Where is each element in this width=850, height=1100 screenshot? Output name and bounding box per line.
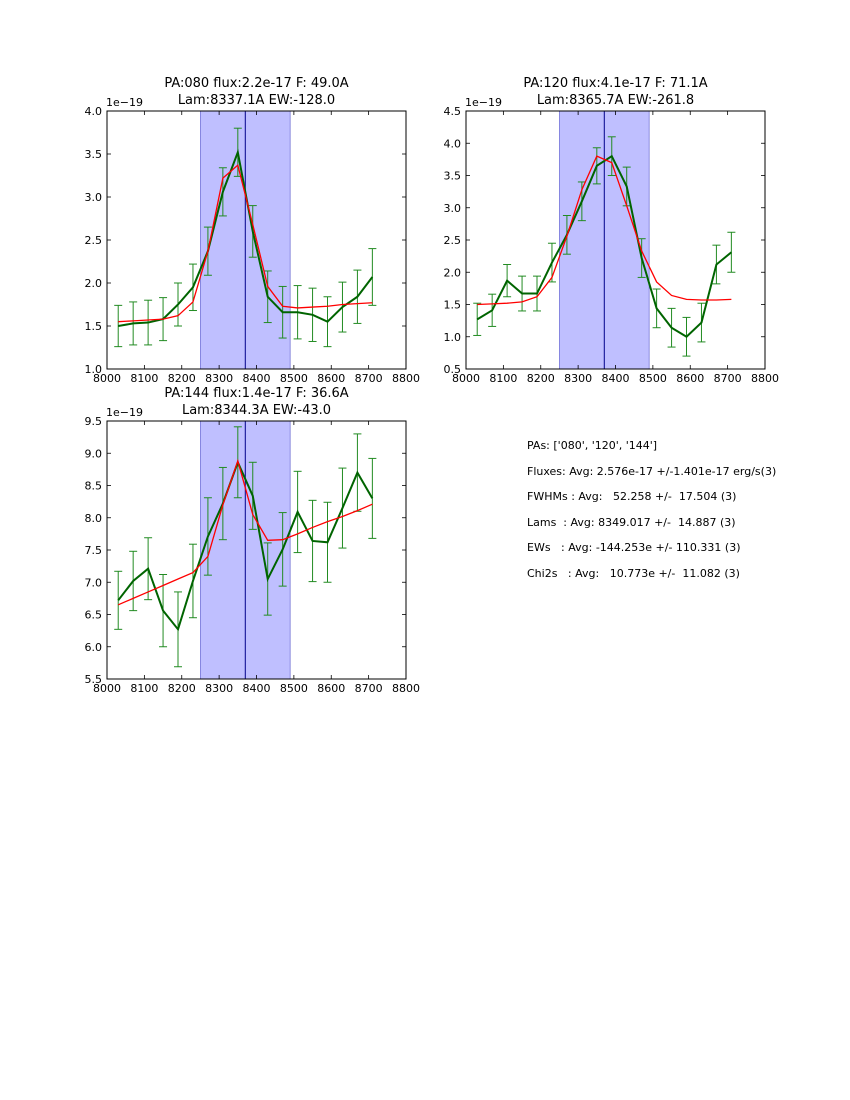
- x-tick-label: 8300: [205, 682, 233, 695]
- x-tick-label: 8600: [317, 682, 345, 695]
- x-tick-label: 8400: [602, 372, 630, 385]
- y-tick-label: 3.5: [85, 148, 103, 161]
- x-tick-label: 8200: [168, 372, 196, 385]
- y-tick-label: 7.5: [85, 544, 103, 557]
- summary-fluxes: Fluxes: Avg: 2.576e-17 +/-1.401e-17 erg/…: [527, 464, 777, 478]
- x-tick-label: 8700: [355, 372, 383, 385]
- x-tick-label: 8600: [676, 372, 704, 385]
- chart-title-line2: Lam:8337.1A EW:-128.0: [178, 93, 335, 108]
- summary-panel: PAs: ['080', '120', '144'] Fluxes: Avg: …: [527, 433, 776, 587]
- x-tick-label: 8800: [751, 372, 779, 385]
- chart-title-line2: Lam:8365.7A EW:-261.8: [537, 93, 694, 108]
- x-tick-label: 8300: [564, 372, 592, 385]
- x-tick-label: 8100: [130, 372, 158, 385]
- summary-pas: PAs: ['080', '120', '144']: [527, 439, 658, 452]
- x-tick-label: 8200: [168, 682, 196, 695]
- data-series-line: [476, 154, 732, 339]
- y-tick-label: 1.0: [85, 363, 103, 376]
- y-tick-label: 3.0: [444, 202, 462, 215]
- y-tick-label: 2.0: [85, 277, 103, 290]
- y-tick-label: 1.5: [444, 299, 462, 312]
- y-tick-label: 6.5: [85, 609, 103, 622]
- data-series-line: [117, 459, 374, 632]
- x-tick-label: 8400: [243, 682, 271, 695]
- x-tick-label: 8100: [489, 372, 517, 385]
- y-tick-label: 8.0: [85, 512, 103, 525]
- x-tick-label: 8700: [714, 372, 742, 385]
- y-offset-label: 1e−19: [106, 96, 143, 109]
- fit-series-line: [477, 155, 732, 306]
- x-tick-label: 8500: [639, 372, 667, 385]
- y-tick-label: 3.5: [444, 170, 462, 183]
- x-tick-label: 8500: [280, 682, 308, 695]
- chart-title-line1: PA:120 flux:4.1e-17 F: 71.1A: [523, 76, 707, 91]
- y-tick-label: 0.5: [444, 363, 462, 376]
- y-tick-label: 1.5: [85, 320, 103, 333]
- y-tick-label: 6.0: [85, 641, 103, 654]
- x-tick-label: 8300: [205, 372, 233, 385]
- chart-title-line1: PA:144 flux:1.4e-17 F: 36.6A: [164, 386, 348, 401]
- y-tick-label: 2.5: [444, 234, 462, 247]
- x-tick-label: 8400: [243, 372, 271, 385]
- fit-series-line: [117, 458, 373, 606]
- chart-panel-3: 8000 8100 8200 8300 8400 8500 8600 8700 8800 5.5 6…: [85, 386, 421, 695]
- x-tick-label: 8700: [355, 682, 383, 695]
- chart-panel-2: 8000 8100 8200 8300 8400 8500 8600 8700 8800 0.5 1…: [444, 76, 780, 385]
- chart-panel-1: 8000 8100 8200 8300 8400 8500 8600 8700 8800 1.0 1…: [85, 76, 421, 385]
- x-tick-label: 8200: [527, 372, 555, 385]
- y-tick-label: 1.0: [444, 331, 462, 344]
- y-tick-label: 4.5: [444, 105, 462, 118]
- y-tick-label: 9.5: [85, 415, 103, 428]
- y-tick-label: 2.0: [444, 266, 462, 279]
- summary-fwhms: FWHMs : Avg: 52.258 +/- 17.504 (3): [527, 490, 737, 504]
- y-offset-label: 1e−19: [465, 96, 502, 109]
- x-tick-label: 8000: [93, 372, 121, 385]
- x-tick-label: 8100: [130, 682, 158, 695]
- y-tick-label: 8.5: [85, 480, 103, 493]
- y-tick-label: 2.5: [85, 234, 103, 247]
- x-tick-label: 8600: [317, 372, 345, 385]
- summary-ews: EWs : Avg: -144.253e +/- 110.331 (3): [527, 541, 741, 555]
- x-tick-label: 8500: [280, 372, 308, 385]
- y-tick-label: 4.0: [444, 137, 462, 150]
- y-tick-label: 4.0: [85, 105, 103, 118]
- y-tick-label: 9.0: [85, 447, 103, 460]
- y-offset-label: 1e−19: [106, 406, 143, 419]
- chart-title-line2: Lam:8344.3A EW:-43.0: [182, 403, 331, 418]
- y-tick-label: 5.5: [85, 673, 103, 686]
- x-tick-label: 8000: [93, 682, 121, 695]
- chart-title-line1: PA:080 flux:2.2e-17 F: 49.0A: [164, 76, 348, 91]
- x-tick-label: 8000: [452, 372, 480, 385]
- x-tick-label: 8800: [392, 372, 420, 385]
- summary-lams: Lams : Avg: 8349.017 +/- 14.887 (3): [527, 515, 736, 529]
- summary-chi2s: Chi2s : Avg: 10.773e +/- 11.082 (3): [527, 566, 740, 580]
- y-tick-label: 3.0: [85, 191, 103, 204]
- fit-series-line: [118, 163, 373, 323]
- x-tick-label: 8800: [392, 682, 420, 695]
- y-tick-label: 7.0: [85, 576, 103, 589]
